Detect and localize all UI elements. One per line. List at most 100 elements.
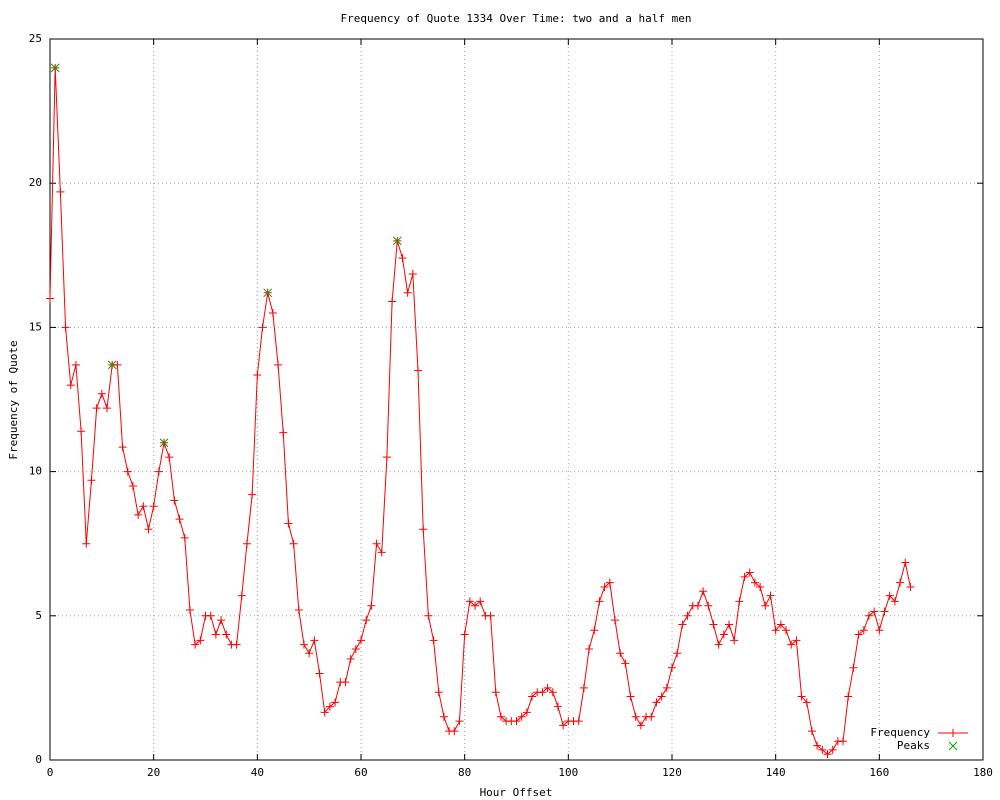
marker: [87, 476, 96, 485]
marker: [528, 692, 537, 701]
plot-frame: [49, 38, 984, 761]
marker: [217, 616, 226, 625]
marker: [782, 626, 791, 635]
marker: [66, 381, 75, 390]
marker: [403, 288, 412, 297]
marker: [719, 630, 728, 639]
marker: [890, 597, 899, 606]
marker: [299, 640, 308, 649]
marker: [875, 626, 884, 635]
marker: [709, 620, 718, 629]
marker: [522, 708, 531, 717]
x-tick-label: 40: [251, 766, 264, 779]
marker: [357, 636, 365, 645]
y-axis-label: Frequency of Quote: [7, 340, 20, 459]
marker: [279, 428, 288, 437]
marker: [392, 236, 402, 246]
marker: [543, 683, 552, 692]
marker: [191, 640, 200, 649]
marker: [471, 601, 480, 610]
x-tick-label: 180: [973, 766, 993, 779]
marker: [450, 727, 459, 736]
marker: [631, 712, 640, 721]
marker: [885, 591, 894, 600]
marker: [305, 649, 314, 658]
legend-label: Peaks: [897, 739, 930, 752]
marker: [590, 626, 599, 635]
marker: [113, 360, 122, 369]
marker: [408, 270, 417, 279]
marker: [170, 496, 179, 505]
marker: [429, 636, 438, 645]
marker: [377, 548, 386, 557]
marker: [559, 721, 568, 730]
marker: [71, 360, 80, 369]
marker: [870, 607, 879, 616]
marker: [92, 404, 101, 413]
marker: [807, 727, 816, 736]
marker: [553, 702, 562, 711]
marker: [864, 611, 873, 620]
marker: [761, 601, 770, 610]
marker: [439, 712, 448, 721]
x-tick-label: 80: [458, 766, 471, 779]
marker: [476, 597, 485, 606]
marker: [787, 640, 796, 649]
marker: [362, 616, 371, 625]
marker: [818, 745, 827, 754]
marker: [134, 510, 143, 519]
marker: [320, 708, 329, 717]
marker: [725, 620, 734, 629]
marker: [149, 502, 158, 511]
marker: [118, 443, 127, 452]
marker: [823, 750, 832, 759]
marker: [465, 597, 474, 606]
marker: [683, 611, 692, 620]
marker: [854, 630, 863, 639]
marker: [750, 578, 759, 587]
marker: [128, 482, 137, 491]
marker: [388, 297, 397, 306]
x-tick-label: 140: [766, 766, 786, 779]
marker: [46, 294, 54, 303]
marker: [315, 669, 324, 678]
marker: [896, 578, 905, 587]
marker: [745, 568, 754, 577]
marker: [382, 453, 391, 462]
y-tick-label: 0: [35, 753, 42, 766]
legend-marker: [949, 729, 957, 737]
marker: [704, 601, 713, 610]
marker: [175, 515, 184, 524]
legend-marker: [948, 741, 958, 751]
marker: [56, 187, 65, 196]
marker: [242, 539, 251, 548]
x-tick-label: 160: [869, 766, 889, 779]
marker: [237, 591, 246, 600]
marker: [50, 63, 60, 73]
marker: [849, 663, 858, 672]
marker: [206, 611, 215, 620]
marker: [797, 692, 806, 701]
marker: [77, 427, 86, 436]
marker: [839, 737, 848, 746]
marker: [585, 644, 594, 653]
marker: [792, 636, 801, 645]
marker: [274, 360, 283, 369]
marker: [263, 288, 273, 298]
x-axis-label: Hour Offset: [480, 786, 553, 799]
marker: [367, 601, 376, 610]
y-tick-label: 20: [29, 176, 42, 189]
marker: [647, 712, 656, 721]
marker: [185, 606, 194, 615]
marker: [844, 692, 853, 701]
marker: [652, 698, 661, 707]
marker: [351, 644, 360, 653]
marker: [103, 404, 112, 413]
marker: [222, 630, 231, 639]
marker: [346, 655, 355, 664]
marker: [512, 717, 521, 726]
marker: [331, 698, 340, 707]
